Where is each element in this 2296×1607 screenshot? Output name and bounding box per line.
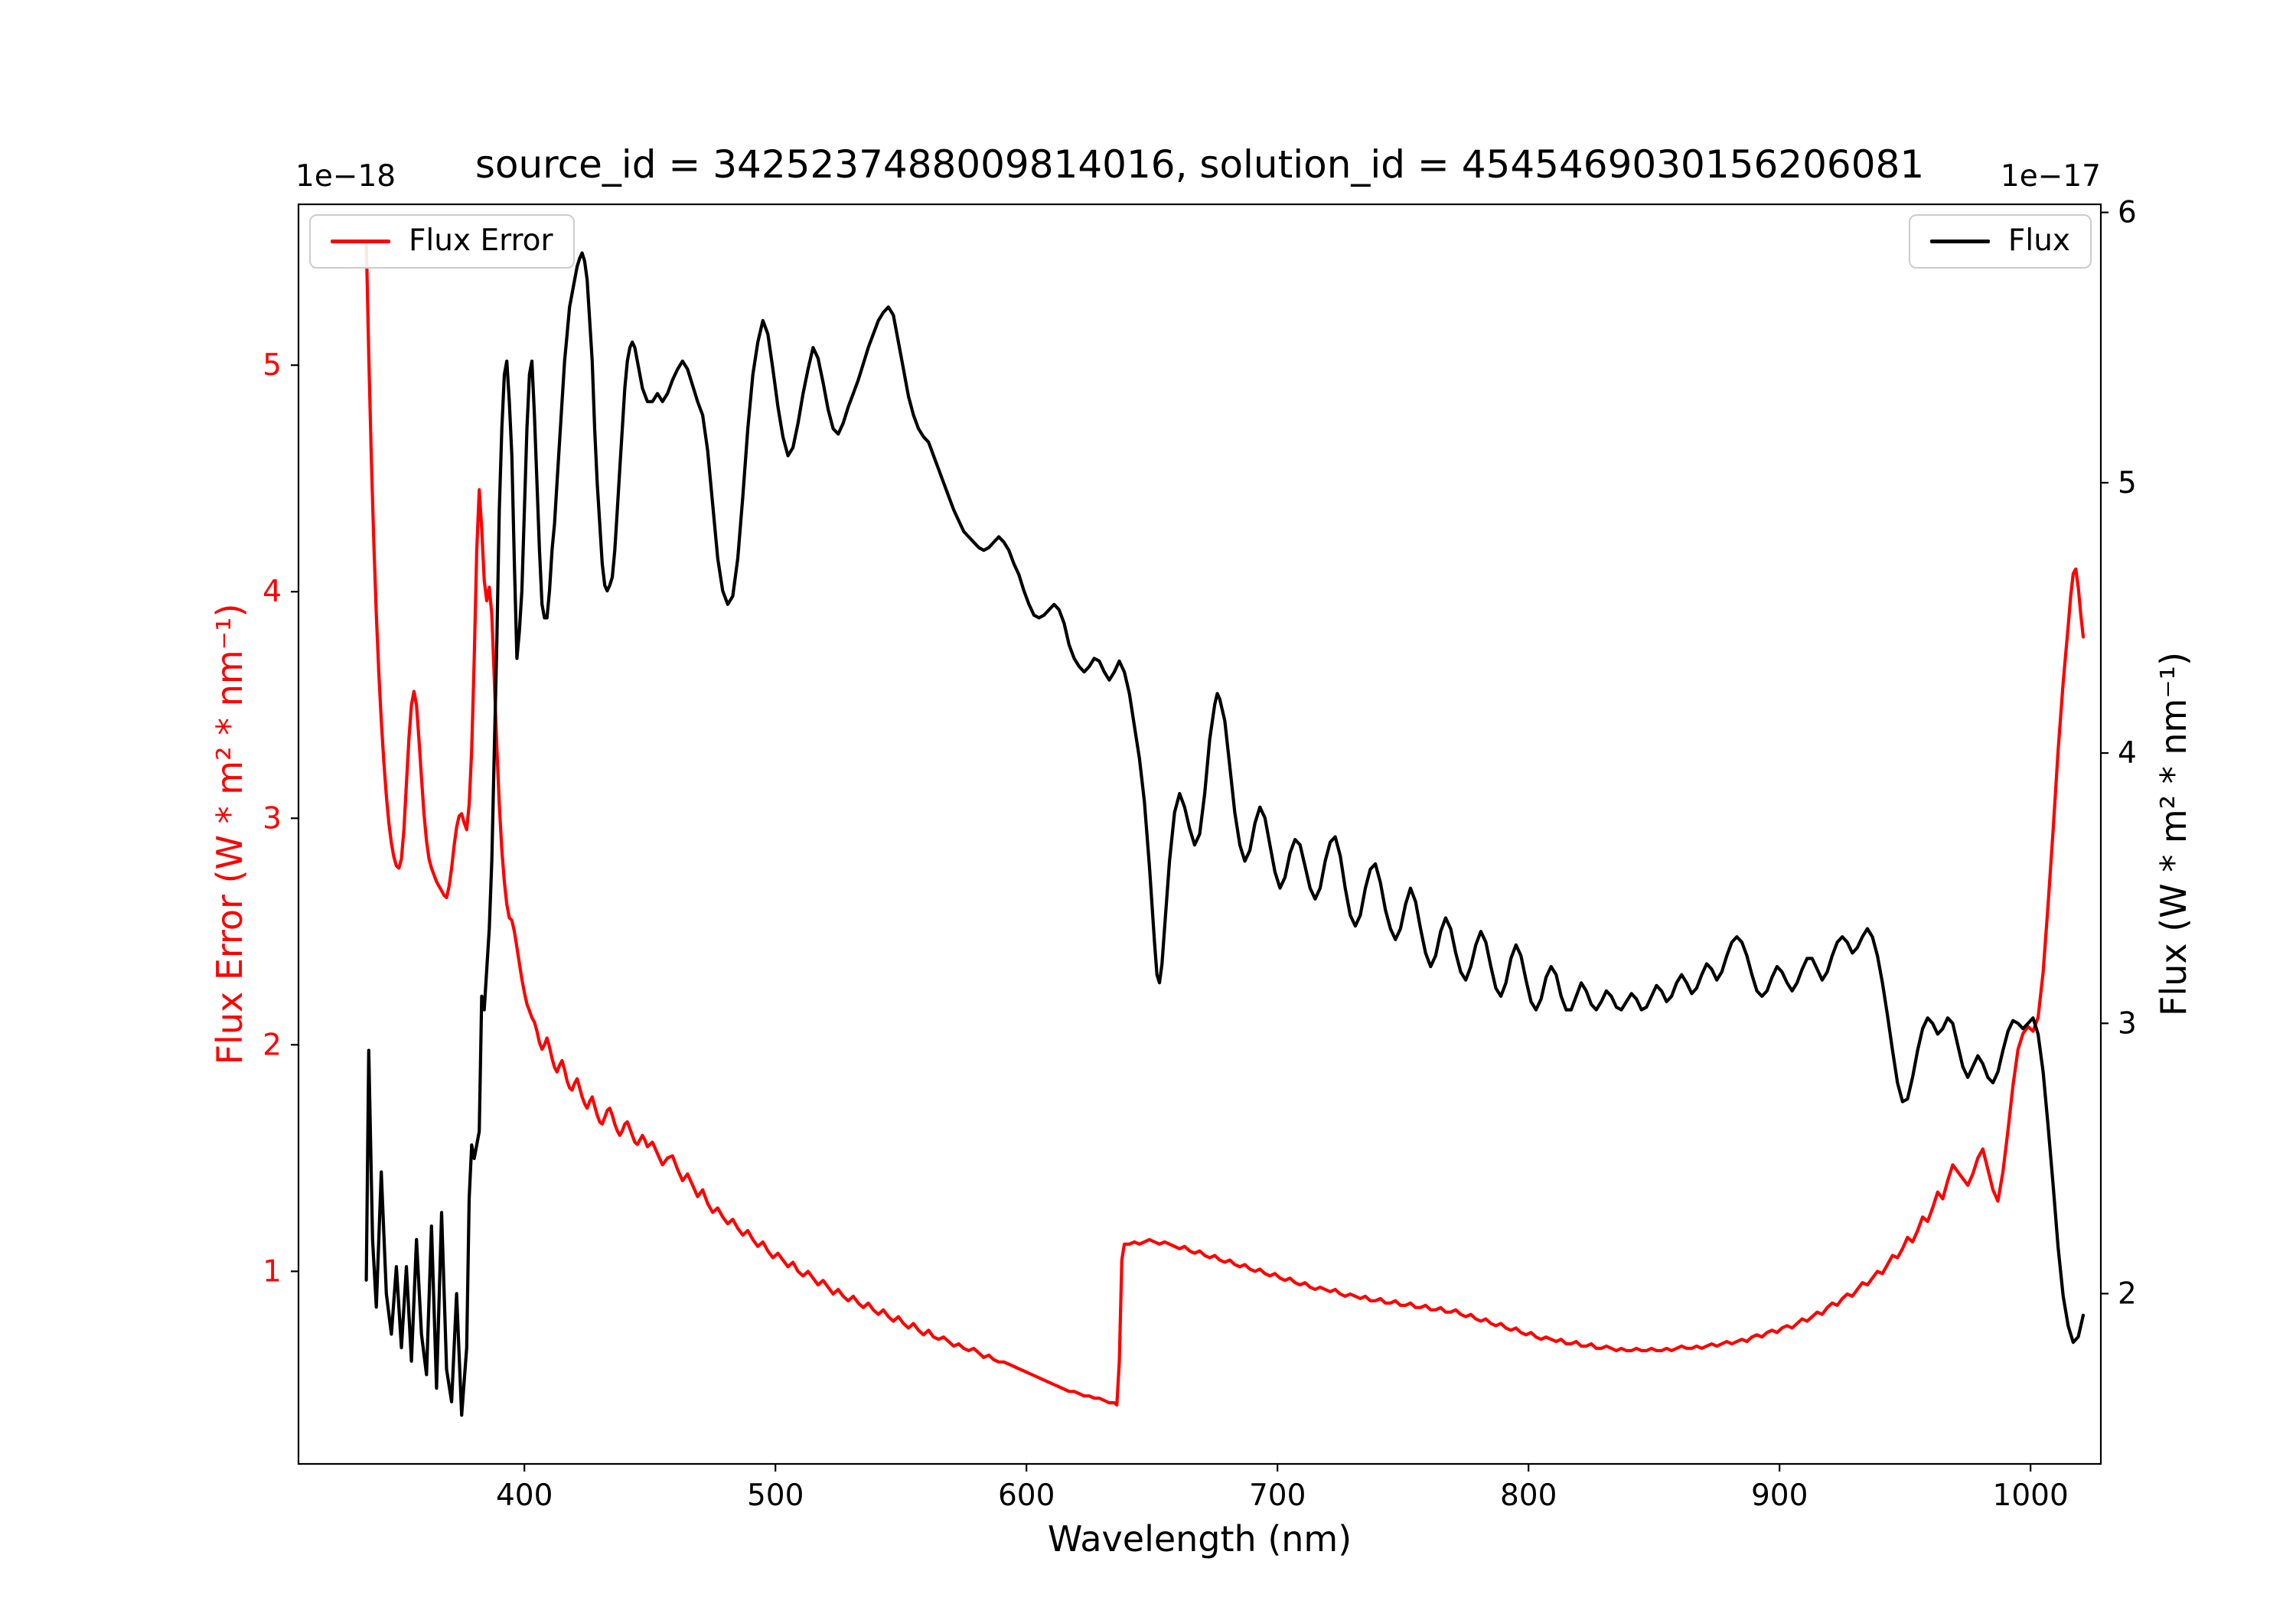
- flux-curve: [364, 251, 2086, 1417]
- x-tick-label: 1000: [1993, 1478, 2069, 1513]
- x-tick-label: 500: [747, 1478, 804, 1513]
- left-y-tick-label: 2: [263, 1028, 282, 1062]
- flux-error-curve: [364, 239, 2086, 1407]
- legend-flux-label: Flux: [2007, 223, 2070, 258]
- right-y-axis-label: Flux (W * m² * nm⁻¹): [2153, 651, 2194, 1017]
- right-y-tick-label: 4: [2118, 736, 2137, 771]
- legend-flux: Flux: [1908, 214, 2092, 269]
- chart-title: source_id = 3425237488009814016, solutio…: [475, 142, 1925, 187]
- legend-flux-error-label: Flux Error: [409, 223, 553, 258]
- x-tick-label: 900: [1751, 1478, 1808, 1513]
- x-tick-label: 400: [496, 1478, 553, 1513]
- left-y-tick-label: 3: [263, 801, 282, 836]
- flux-error-line-swatch: [331, 239, 390, 243]
- flux-line-swatch: [1929, 239, 1990, 243]
- right-y-tick-label: 2: [2118, 1276, 2137, 1311]
- left-y-tick-label: 5: [263, 348, 282, 383]
- right-axis-scale-label: 1e−17: [2000, 159, 2101, 194]
- x-axis-label: Wavelength (nm): [1047, 1518, 1352, 1560]
- legend-flux-error: Flux Error: [309, 214, 575, 269]
- x-tick-label: 700: [1249, 1478, 1306, 1513]
- left-y-tick-label: 1: [263, 1254, 282, 1289]
- axes-frame: [297, 203, 2102, 1465]
- right-y-tick-label: 3: [2118, 1006, 2137, 1041]
- left-y-tick-label: 4: [263, 575, 282, 609]
- x-tick-label: 800: [1500, 1478, 1557, 1513]
- right-y-tick-label: 6: [2118, 196, 2137, 230]
- left-y-axis-label: Flux Error (W * m² * nm⁻¹): [209, 603, 250, 1065]
- x-tick-label: 600: [998, 1478, 1055, 1513]
- left-axis-scale-label: 1e−18: [295, 159, 396, 194]
- right-y-tick-label: 5: [2118, 466, 2137, 500]
